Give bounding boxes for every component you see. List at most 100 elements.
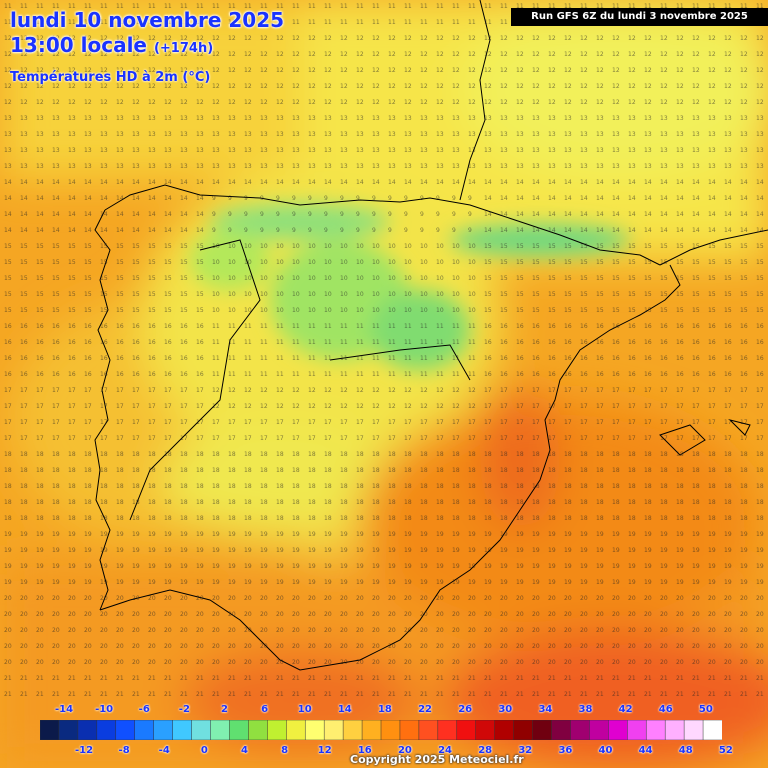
svg-text:12: 12 [68, 83, 76, 90]
svg-text:20: 20 [724, 643, 732, 650]
svg-text:13: 13 [180, 147, 188, 154]
svg-text:12: 12 [196, 99, 204, 106]
svg-text:15: 15 [68, 243, 76, 250]
svg-text:14: 14 [196, 195, 204, 202]
svg-text:19: 19 [756, 563, 764, 570]
svg-text:13: 13 [356, 147, 364, 154]
svg-text:11: 11 [372, 19, 380, 26]
svg-text:21: 21 [292, 691, 300, 698]
svg-text:13: 13 [244, 147, 252, 154]
svg-text:12: 12 [4, 35, 12, 42]
svg-text:15: 15 [100, 291, 108, 298]
svg-text:16: 16 [564, 323, 572, 330]
svg-text:19: 19 [324, 547, 332, 554]
svg-text:11: 11 [340, 323, 348, 330]
svg-text:10: 10 [308, 307, 316, 314]
svg-text:16: 16 [596, 371, 604, 378]
legend-swatch [456, 720, 477, 740]
svg-text:21: 21 [132, 691, 140, 698]
svg-text:13: 13 [324, 131, 332, 138]
svg-text:20: 20 [756, 643, 764, 650]
svg-text:14: 14 [452, 179, 460, 186]
svg-text:14: 14 [676, 211, 684, 218]
svg-text:14: 14 [20, 179, 28, 186]
svg-text:13: 13 [644, 115, 652, 122]
legend-swatch [210, 720, 231, 740]
svg-text:13: 13 [292, 147, 300, 154]
legend-swatch [58, 720, 79, 740]
svg-text:21: 21 [724, 691, 732, 698]
svg-text:12: 12 [452, 83, 460, 90]
svg-text:14: 14 [628, 195, 636, 202]
svg-text:12: 12 [452, 387, 460, 394]
svg-text:9: 9 [436, 211, 440, 218]
svg-text:11: 11 [212, 323, 220, 330]
svg-text:14: 14 [68, 195, 76, 202]
svg-text:12: 12 [724, 51, 732, 58]
svg-text:20: 20 [516, 595, 524, 602]
svg-text:19: 19 [20, 563, 28, 570]
svg-text:18: 18 [116, 467, 124, 474]
svg-text:14: 14 [532, 179, 540, 186]
svg-text:13: 13 [52, 131, 60, 138]
svg-text:12: 12 [308, 67, 316, 74]
svg-text:14: 14 [196, 179, 204, 186]
svg-text:9: 9 [212, 227, 216, 234]
svg-text:11: 11 [420, 355, 428, 362]
svg-text:14: 14 [196, 227, 204, 234]
svg-text:18: 18 [68, 451, 76, 458]
svg-text:19: 19 [84, 531, 92, 538]
svg-text:13: 13 [276, 131, 284, 138]
svg-text:20: 20 [372, 627, 380, 634]
svg-text:21: 21 [580, 675, 588, 682]
svg-text:18: 18 [132, 499, 140, 506]
svg-text:15: 15 [164, 243, 172, 250]
svg-text:17: 17 [148, 403, 156, 410]
svg-text:18: 18 [180, 499, 188, 506]
svg-text:9: 9 [452, 195, 456, 202]
svg-text:14: 14 [148, 195, 156, 202]
svg-text:21: 21 [484, 691, 492, 698]
svg-text:12: 12 [228, 51, 236, 58]
svg-text:20: 20 [596, 643, 604, 650]
svg-text:13: 13 [612, 131, 620, 138]
svg-text:13: 13 [340, 147, 348, 154]
svg-text:17: 17 [340, 419, 348, 426]
svg-text:14: 14 [164, 211, 172, 218]
svg-text:17: 17 [20, 435, 28, 442]
svg-text:14: 14 [548, 195, 556, 202]
svg-text:16: 16 [628, 371, 636, 378]
svg-text:18: 18 [196, 451, 204, 458]
svg-text:14: 14 [148, 179, 156, 186]
svg-text:13: 13 [436, 163, 444, 170]
svg-text:10: 10 [292, 307, 300, 314]
svg-text:15: 15 [180, 259, 188, 266]
svg-text:20: 20 [564, 659, 572, 666]
svg-text:12: 12 [308, 387, 316, 394]
svg-text:12: 12 [116, 35, 124, 42]
svg-text:9: 9 [244, 211, 248, 218]
svg-text:17: 17 [756, 387, 764, 394]
svg-text:21: 21 [740, 675, 748, 682]
svg-text:17: 17 [532, 387, 540, 394]
svg-text:18: 18 [372, 467, 380, 474]
svg-text:14: 14 [516, 179, 524, 186]
svg-text:20: 20 [116, 627, 124, 634]
svg-text:13: 13 [564, 131, 572, 138]
svg-text:19: 19 [740, 531, 748, 538]
svg-text:21: 21 [484, 675, 492, 682]
svg-text:17: 17 [532, 435, 540, 442]
svg-text:18: 18 [580, 515, 588, 522]
svg-text:10: 10 [388, 259, 396, 266]
svg-text:12: 12 [36, 99, 44, 106]
svg-text:13: 13 [260, 147, 268, 154]
svg-text:12: 12 [420, 35, 428, 42]
svg-text:21: 21 [420, 691, 428, 698]
svg-text:12: 12 [436, 83, 444, 90]
svg-text:18: 18 [612, 515, 620, 522]
svg-text:20: 20 [692, 627, 700, 634]
svg-text:17: 17 [676, 387, 684, 394]
svg-text:18: 18 [276, 483, 284, 490]
svg-text:21: 21 [452, 691, 460, 698]
svg-text:19: 19 [116, 547, 124, 554]
